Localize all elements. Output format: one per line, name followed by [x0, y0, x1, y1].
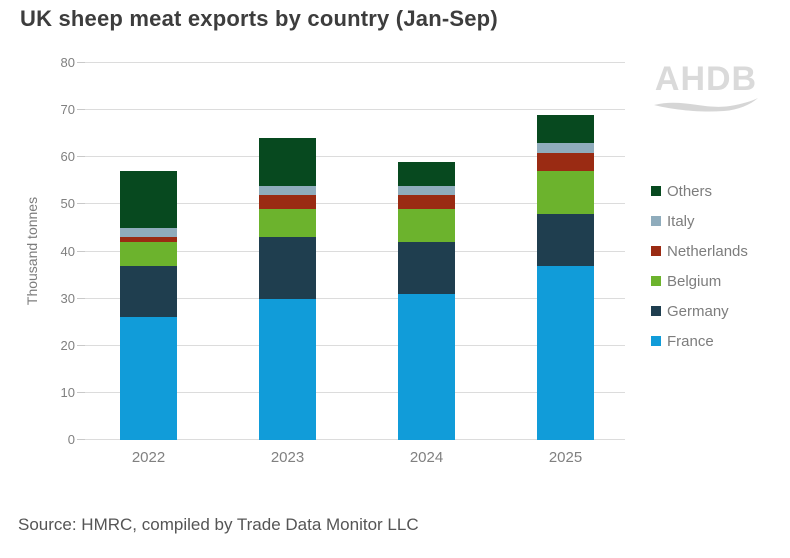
y-tick-label: 20 [60, 337, 75, 353]
bar-segment-netherlands-2023 [259, 194, 316, 210]
gridline [85, 439, 625, 440]
plot-area: 0 10 20 30 40 50 60 70 80 2022 2023 2024 2025 [61, 56, 625, 466]
legend-swatch-icon [651, 306, 661, 316]
bar-segment-others-2025 [537, 114, 594, 144]
bar-segment-france-2023 [259, 298, 316, 440]
ahdb-logo-text: AHDB [654, 60, 758, 98]
y-tick-label: 50 [60, 196, 75, 212]
bar-segment-germany-2024 [398, 242, 455, 294]
x-tick-label-2025: 2025 [548, 449, 583, 466]
x-tick-label-2024: 2024 [409, 449, 444, 466]
y-tick-label: 0 [67, 432, 75, 447]
bar-segment-others-2024 [398, 161, 455, 186]
legend-swatch-icon [651, 276, 661, 286]
y-axis-tick [77, 297, 85, 299]
y-tick-label: 30 [60, 290, 75, 306]
bar-segment-belgium-2023 [259, 209, 316, 238]
legend-item-others: Others [651, 181, 748, 201]
ahdb-swoosh-icon [654, 98, 758, 112]
y-axis-tick [77, 250, 85, 252]
gridline [85, 109, 625, 111]
source-note: Source: HMRC, compiled by Trade Data Mon… [18, 515, 419, 534]
legend-item-netherlands: Netherlands [651, 241, 748, 261]
legend-item-belgium: Belgium [651, 271, 748, 291]
legend-item-france: France [651, 331, 748, 351]
y-axis-tick [77, 62, 85, 63]
legend-label: Netherlands [667, 242, 748, 260]
gridline [85, 297, 625, 299]
bar-segment-belgium-2025 [537, 171, 594, 214]
x-tick-label-2023: 2023 [270, 449, 305, 466]
y-tick-label: 40 [60, 243, 75, 259]
bar-segment-france-2022 [120, 317, 177, 440]
legend-label: Italy [667, 212, 695, 230]
gridline [85, 156, 625, 158]
y-axis-tick [77, 203, 85, 205]
legend-swatch-icon [651, 186, 661, 196]
bar-segment-france-2024 [398, 293, 455, 440]
gridline [85, 203, 625, 205]
y-axis-tick [77, 109, 85, 111]
legend-item-italy: Italy [651, 211, 748, 231]
bar-segment-belgium-2024 [398, 209, 455, 243]
legend-item-germany: Germany [651, 301, 748, 321]
bar-segment-germany-2022 [120, 265, 177, 318]
bar-segment-others-2023 [259, 138, 316, 186]
legend: Others Italy Netherlands Belgium Germany Fran… [651, 181, 748, 351]
bar-segment-italy-2024 [398, 185, 455, 195]
y-tick-label: 70 [60, 102, 75, 118]
gridline [85, 62, 625, 63]
y-tick-label: 60 [60, 149, 75, 165]
y-axis-tick [77, 344, 85, 346]
bar-segment-netherlands-2022 [120, 237, 177, 243]
legend-swatch-icon [651, 336, 661, 346]
bar-segment-germany-2025 [537, 213, 594, 266]
gridline [85, 391, 625, 393]
bar-segment-italy-2025 [537, 143, 594, 153]
gridline [85, 344, 625, 346]
bar-segment-italy-2023 [259, 185, 316, 195]
legend-swatch-icon [651, 216, 661, 226]
y-tick-label: 80 [60, 55, 75, 70]
y-axis-tick [77, 439, 85, 440]
ahdb-watermark: AHDB [651, 62, 761, 117]
gridline [85, 250, 625, 252]
legend-label: Others [667, 182, 713, 200]
legend-label: Belgium [667, 272, 722, 290]
y-tick-label: 10 [60, 384, 75, 400]
x-tick-label-2022: 2022 [131, 449, 166, 466]
legend-swatch-icon [651, 246, 661, 256]
legend-label: Germany [667, 302, 729, 320]
bar-segment-belgium-2022 [120, 242, 177, 266]
bar-segment-others-2022 [120, 171, 177, 228]
bar-segment-germany-2023 [259, 237, 316, 299]
bar-segment-italy-2022 [120, 227, 177, 238]
legend-label: France [667, 332, 714, 350]
bar-segment-netherlands-2024 [398, 194, 455, 210]
chart-title: UK sheep meat exports by country (Jan-Se… [20, 6, 498, 31]
y-axis-tick [77, 391, 85, 393]
bar-segment-netherlands-2025 [537, 152, 594, 172]
bar-segment-france-2025 [537, 265, 594, 440]
y-axis-tick [77, 156, 85, 158]
